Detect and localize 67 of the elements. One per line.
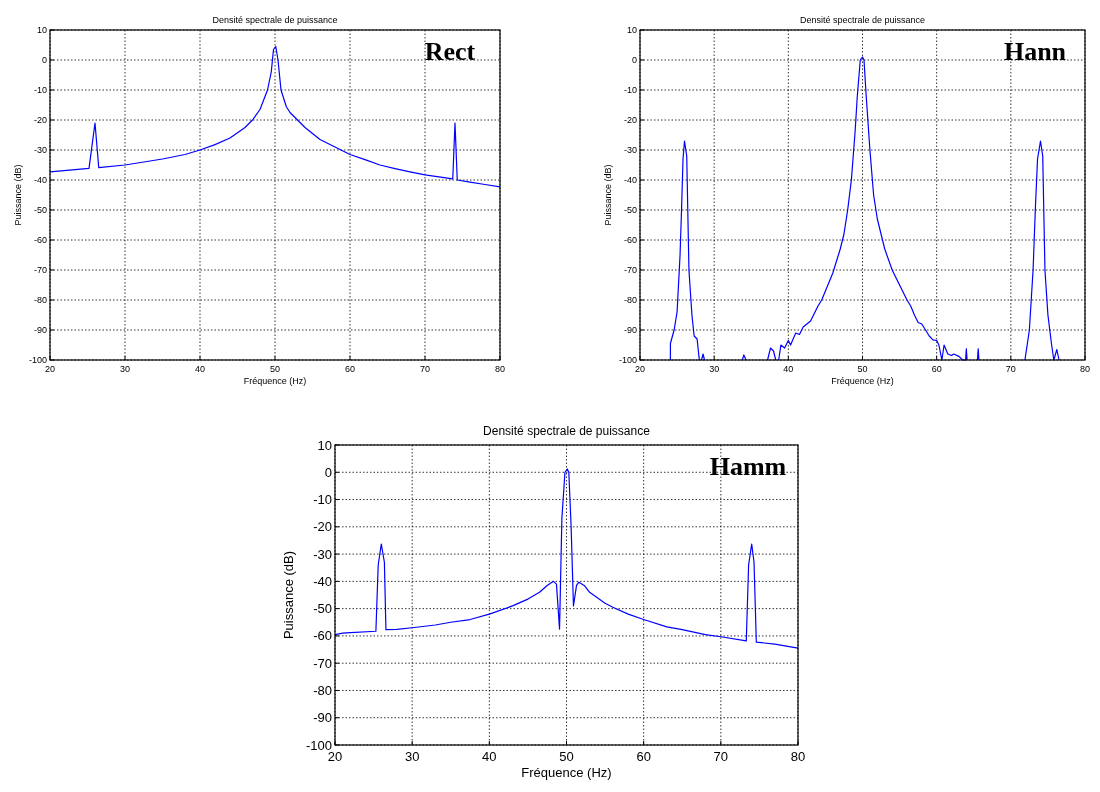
y-tick-label: -90 xyxy=(313,710,332,726)
x-tick-label: 40 xyxy=(482,749,497,764)
y-tick-label: 10 xyxy=(317,437,332,453)
y-tick-label: -40 xyxy=(313,573,332,589)
y-tick-label: -10 xyxy=(313,492,332,508)
chart-title: Densité spectrale de puissance xyxy=(483,424,651,439)
y-tick-label: -20 xyxy=(33,115,47,126)
y-axis-title: Puissance (dB) xyxy=(13,164,24,226)
y-tick-label: -80 xyxy=(623,295,637,306)
x-axis-title: Fréquence (Hz) xyxy=(243,376,307,386)
x-tick-label: 30 xyxy=(119,364,131,374)
x-tick-label: 40 xyxy=(783,364,794,374)
y-tick-label: -70 xyxy=(623,265,637,276)
x-tick-label: 70 xyxy=(419,364,431,374)
y-tick-label: -20 xyxy=(313,519,332,535)
y-tick-label: -50 xyxy=(33,205,47,216)
y-tick-label: -60 xyxy=(33,235,47,246)
y-tick-label: -30 xyxy=(33,145,47,156)
annotation: Hann xyxy=(1003,37,1067,66)
x-tick-label: 50 xyxy=(269,364,281,374)
annotation: Hamm xyxy=(709,452,787,481)
annotation: Rect xyxy=(424,37,476,66)
x-tick-label: 70 xyxy=(1005,364,1016,374)
x-axis-title: Fréquence (Hz) xyxy=(521,765,612,780)
y-tick-label: -90 xyxy=(33,325,47,336)
x-tick-label: 70 xyxy=(713,749,729,764)
y-tick-label: -10 xyxy=(33,85,47,96)
y-tick-label: -30 xyxy=(623,145,637,156)
x-tick-label: 50 xyxy=(857,364,868,374)
x-axis-title: Fréquence (Hz) xyxy=(831,376,894,386)
y-tick-label: 0 xyxy=(631,55,637,66)
x-tick-label: 50 xyxy=(559,749,574,764)
y-axis-title: Puissance (dB) xyxy=(603,164,614,226)
y-tick-label: -10 xyxy=(623,85,637,96)
y-tick-label: -20 xyxy=(623,115,637,126)
y-tick-label: 10 xyxy=(626,25,637,36)
y-tick-label: -50 xyxy=(313,601,332,617)
x-tick-label: 60 xyxy=(636,749,651,764)
y-tick-label: 10 xyxy=(36,25,47,36)
y-tick-label: -50 xyxy=(623,205,637,216)
chart-title: Densité spectrale de puissance xyxy=(799,14,926,25)
y-tick-label: -60 xyxy=(623,235,637,246)
y-tick-label: -70 xyxy=(33,265,47,276)
x-tick-label: 20 xyxy=(634,364,646,374)
y-tick-label: -40 xyxy=(33,175,47,186)
x-tick-label: 60 xyxy=(344,364,356,374)
y-tick-label: 0 xyxy=(324,464,332,480)
x-tick-label: 60 xyxy=(931,364,942,374)
y-tick-label: -100 xyxy=(618,355,637,366)
x-tick-label: 30 xyxy=(709,364,720,374)
y-tick-label: -40 xyxy=(623,175,637,186)
y-tick-label: -60 xyxy=(313,628,332,644)
y-tick-label: -100 xyxy=(28,355,47,366)
chart-title: Densité spectrale de puissance xyxy=(212,14,338,25)
y-tick-label: -70 xyxy=(313,655,332,671)
y-axis-title: Puissance (dB) xyxy=(281,550,297,640)
y-tick-label: -90 xyxy=(623,325,637,336)
x-tick-label: 80 xyxy=(1079,364,1091,374)
y-tick-label: -80 xyxy=(33,295,47,306)
x-tick-label: 20 xyxy=(44,364,56,374)
x-tick-label: 30 xyxy=(404,749,420,764)
y-tick-label: -30 xyxy=(313,546,332,562)
y-tick-label: -80 xyxy=(313,683,332,698)
y-tick-label: 0 xyxy=(41,55,47,66)
x-tick-label: 80 xyxy=(790,749,806,764)
x-tick-label: 80 xyxy=(494,364,506,374)
x-tick-label: 40 xyxy=(194,364,206,374)
